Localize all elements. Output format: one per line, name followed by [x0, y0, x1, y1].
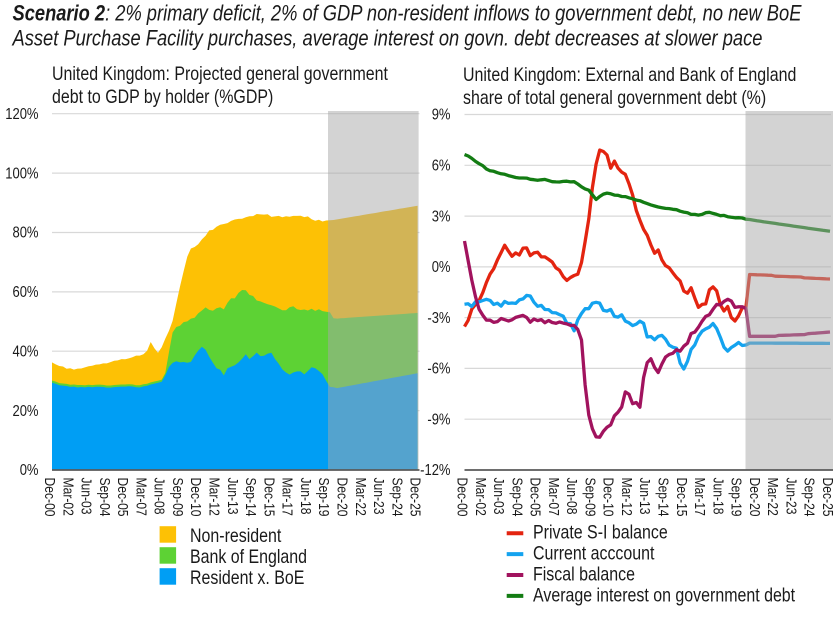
- svg-text:Mar-22: Mar-22: [765, 478, 781, 516]
- svg-text:Dec-10: Dec-10: [600, 478, 616, 517]
- svg-text:Bank of England: Bank of England: [190, 546, 307, 568]
- svg-text:20%: 20%: [12, 403, 38, 420]
- svg-text:Mar-17: Mar-17: [692, 478, 708, 516]
- svg-text:Dec-20: Dec-20: [334, 478, 350, 517]
- svg-text:3%: 3%: [432, 208, 451, 225]
- svg-text:share of total general governm: share of total general government debt (…: [463, 87, 766, 109]
- svg-text:Dec-05: Dec-05: [115, 478, 131, 517]
- svg-text:Dec-15: Dec-15: [261, 478, 277, 517]
- svg-text:Resident x. BoE: Resident x. BoE: [190, 567, 304, 589]
- svg-text:Dec-25: Dec-25: [407, 478, 423, 517]
- svg-text:Sep-09: Sep-09: [170, 478, 186, 517]
- svg-text:Sep-19: Sep-19: [728, 478, 744, 517]
- svg-text:Mar-12: Mar-12: [206, 478, 222, 516]
- svg-text:9%: 9%: [432, 107, 451, 124]
- svg-text:Mar-02: Mar-02: [473, 478, 489, 516]
- svg-text:Asset Purchase Facility purcha: Asset Purchase Facility purchases, avera…: [12, 27, 763, 51]
- svg-text:Dec-25: Dec-25: [820, 478, 836, 517]
- svg-text:Jun-18: Jun-18: [298, 478, 314, 515]
- svg-text:Sep-14: Sep-14: [655, 478, 671, 518]
- svg-text:-9%: -9%: [427, 411, 450, 428]
- svg-text:40%: 40%: [12, 343, 38, 360]
- svg-text:Dec-00: Dec-00: [42, 478, 58, 517]
- svg-text:Average interest on government: Average interest on government debt: [533, 584, 795, 606]
- svg-text:Dec-05: Dec-05: [527, 478, 543, 517]
- svg-text:Current acccount: Current acccount: [533, 542, 655, 564]
- svg-text:Non-resident: Non-resident: [190, 525, 281, 547]
- svg-text:80%: 80%: [12, 225, 38, 242]
- svg-text:Scenario 2: 2% primary deficit: Scenario 2: 2% primary deficit, 2% of GD…: [13, 2, 802, 26]
- svg-text:Sep-09: Sep-09: [582, 478, 598, 517]
- svg-text:United Kingdom: External and B: United Kingdom: External and Bank of Eng…: [463, 64, 796, 86]
- svg-text:Mar-07: Mar-07: [546, 478, 562, 516]
- svg-text:Sep-24: Sep-24: [801, 478, 817, 518]
- svg-text:Sep-24: Sep-24: [389, 478, 405, 518]
- svg-text:6%: 6%: [432, 158, 451, 175]
- svg-text:Private S-I balance: Private S-I balance: [533, 521, 668, 543]
- svg-text:Jun-08: Jun-08: [564, 478, 580, 515]
- svg-text:Dec-10: Dec-10: [188, 478, 204, 517]
- svg-text:Mar-02: Mar-02: [60, 478, 76, 516]
- svg-text:Jun-13: Jun-13: [225, 478, 241, 515]
- svg-text:Jun-23: Jun-23: [783, 478, 799, 515]
- svg-text:-3%: -3%: [427, 310, 450, 327]
- svg-text:Sep-04: Sep-04: [509, 478, 525, 518]
- svg-text:Mar-22: Mar-22: [353, 478, 369, 516]
- svg-text:Jun-08: Jun-08: [151, 478, 167, 515]
- svg-text:United Kingdom: Projected gene: United Kingdom: Projected general govern…: [52, 63, 388, 85]
- svg-text:-6%: -6%: [427, 361, 450, 378]
- svg-text:Dec-15: Dec-15: [674, 478, 690, 517]
- svg-text:Mar-07: Mar-07: [133, 478, 149, 516]
- svg-text:Jun-03: Jun-03: [491, 478, 507, 515]
- svg-text:120%: 120%: [5, 106, 39, 123]
- svg-text:0%: 0%: [432, 259, 451, 276]
- svg-text:Jun-23: Jun-23: [371, 478, 387, 515]
- svg-text:100%: 100%: [5, 165, 39, 182]
- svg-text:Fiscal balance: Fiscal balance: [533, 563, 635, 585]
- svg-text:Sep-14: Sep-14: [243, 478, 259, 518]
- svg-text:0%: 0%: [20, 462, 39, 479]
- svg-text:Jun-18: Jun-18: [710, 478, 726, 515]
- svg-text:Sep-19: Sep-19: [316, 478, 332, 517]
- svg-text:Mar-17: Mar-17: [279, 478, 295, 516]
- svg-text:-12%: -12%: [420, 462, 451, 479]
- svg-text:Dec-00: Dec-00: [454, 478, 470, 517]
- svg-text:Jun-03: Jun-03: [78, 478, 94, 515]
- svg-text:Sep-04: Sep-04: [97, 478, 113, 518]
- svg-text:debt to GDP by holder (%GDP): debt to GDP by holder (%GDP): [52, 86, 273, 108]
- svg-text:Dec-20: Dec-20: [747, 478, 763, 517]
- svg-text:Mar-12: Mar-12: [619, 478, 635, 516]
- svg-text:Jun-13: Jun-13: [637, 478, 653, 515]
- svg-text:60%: 60%: [12, 284, 38, 301]
